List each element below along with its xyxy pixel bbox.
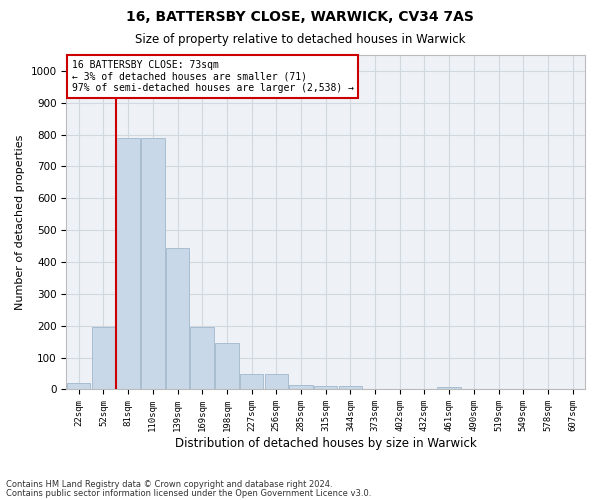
Bar <box>240 374 263 390</box>
Text: 16 BATTERSBY CLOSE: 73sqm
← 3% of detached houses are smaller (71)
97% of semi-d: 16 BATTERSBY CLOSE: 73sqm ← 3% of detach… <box>71 60 353 93</box>
Bar <box>92 328 115 390</box>
Bar <box>265 374 288 390</box>
Text: 16, BATTERSBY CLOSE, WARWICK, CV34 7AS: 16, BATTERSBY CLOSE, WARWICK, CV34 7AS <box>126 10 474 24</box>
X-axis label: Distribution of detached houses by size in Warwick: Distribution of detached houses by size … <box>175 437 476 450</box>
Bar <box>437 387 461 390</box>
Bar <box>215 344 239 390</box>
Bar <box>166 248 189 390</box>
Bar <box>67 383 91 390</box>
Text: Contains HM Land Registry data © Crown copyright and database right 2024.: Contains HM Land Registry data © Crown c… <box>6 480 332 489</box>
Y-axis label: Number of detached properties: Number of detached properties <box>15 134 25 310</box>
Bar <box>141 138 164 390</box>
Bar <box>190 328 214 390</box>
Bar <box>314 386 337 390</box>
Text: Size of property relative to detached houses in Warwick: Size of property relative to detached ho… <box>135 32 465 46</box>
Bar <box>116 138 140 390</box>
Text: Contains public sector information licensed under the Open Government Licence v3: Contains public sector information licen… <box>6 488 371 498</box>
Bar <box>338 386 362 390</box>
Bar <box>289 384 313 390</box>
